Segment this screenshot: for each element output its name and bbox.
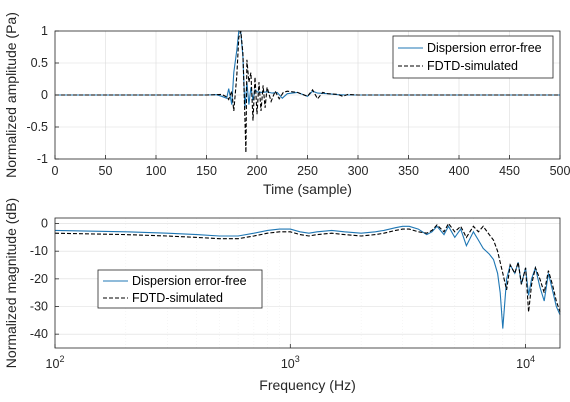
x-tick-label: 500: [550, 164, 570, 178]
y-tick-label: -1: [37, 152, 48, 166]
plot-frame: [54, 217, 561, 349]
x-tick-label: 104: [516, 354, 535, 371]
x-axis-title: Time (sample): [263, 181, 352, 197]
x-tick-label: 100: [146, 164, 167, 178]
y-tick-label: 0: [41, 217, 48, 231]
y-axis-title: Normalized magnitude (dB): [3, 198, 19, 368]
x-tick-label: 250: [297, 164, 318, 178]
y-tick-label: -30: [30, 300, 48, 314]
y-tick-label: 0.5: [31, 56, 48, 70]
legend: Dispersion error-free FDTD-simulated: [97, 269, 263, 309]
series-line-dispersion-free: [55, 30, 560, 108]
y-tick-label: -20: [30, 272, 48, 286]
x-tick-label: 350: [398, 164, 419, 178]
x-tick-label: 300: [348, 164, 369, 178]
legend-box: [97, 269, 263, 309]
legend-label: Dispersion error-free: [132, 274, 247, 288]
x-tick-label: 150: [196, 164, 217, 178]
x-tick-label: 400: [449, 164, 470, 178]
x-tick-label: 103: [281, 354, 300, 371]
x-tick-label: 50: [99, 164, 113, 178]
legend-label: Dispersion error-free: [427, 41, 542, 55]
time-domain-panel: 0 50 100 150 200 250 300 350 400 450 500 1 0.5 0 -0.5 -…: [3, 12, 570, 197]
x-axis-title: Frequency (Hz): [259, 377, 355, 393]
y-tick-label: 1: [41, 24, 48, 38]
x-tick-label: 200: [247, 164, 268, 178]
x-tick-label: 450: [499, 164, 520, 178]
legend: Dispersion error-free FDTD-simulated: [392, 35, 554, 79]
frequency-response-panel: 102 103 104 0 -10 -20 -30 -40 Frequency (Hz) Norm…: [3, 198, 561, 393]
y-tick-label: 0: [41, 88, 48, 102]
x-tick-label: 0: [52, 164, 59, 178]
legend-label: FDTD-simulated: [427, 59, 518, 73]
y-tick-label: -10: [30, 244, 48, 258]
x-tick-label: 102: [46, 354, 65, 371]
series-line-fdtd: [55, 30, 560, 153]
legend-label: FDTD-simulated: [132, 291, 223, 305]
y-axis-title: Normalized amplitude (Pa): [3, 12, 19, 178]
y-tick-label: -0.5: [26, 120, 48, 134]
series-line-dispersion-free: [54, 225, 561, 329]
y-tick-label: -40: [30, 327, 48, 341]
legend-box: [392, 35, 554, 79]
